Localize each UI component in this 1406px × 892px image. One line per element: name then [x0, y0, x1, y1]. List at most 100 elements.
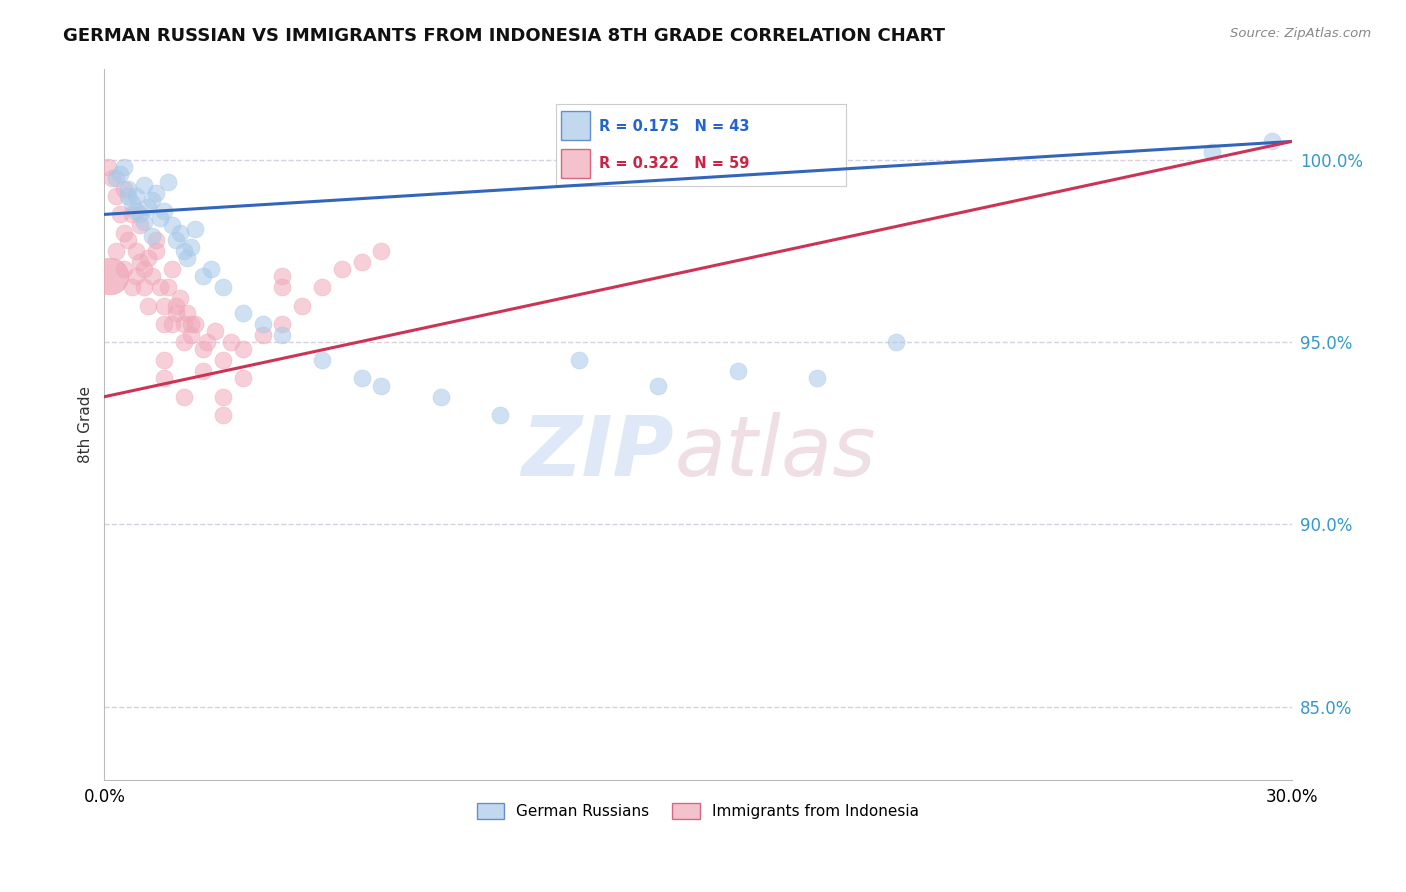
Point — [117, 233, 139, 247]
Point — [311, 280, 333, 294]
Point — [129, 254, 152, 268]
Point — [105, 244, 128, 258]
Point — [108, 167, 131, 181]
Point — [121, 196, 143, 211]
Point — [160, 262, 183, 277]
Point — [184, 222, 207, 236]
Point — [193, 269, 215, 284]
Point — [173, 334, 195, 349]
Point — [271, 269, 294, 284]
Point — [141, 193, 163, 207]
Point — [219, 334, 242, 349]
Point — [165, 306, 187, 320]
Point — [180, 317, 202, 331]
Point — [212, 390, 235, 404]
Point — [180, 240, 202, 254]
Point — [1201, 145, 1223, 160]
Point — [165, 299, 187, 313]
Text: GERMAN RUSSIAN VS IMMIGRANTS FROM INDONESIA 8TH GRADE CORRELATION CHART: GERMAN RUSSIAN VS IMMIGRANTS FROM INDONE… — [63, 27, 945, 45]
Text: Source: ZipAtlas.com: Source: ZipAtlas.com — [1230, 27, 1371, 40]
Point — [252, 327, 274, 342]
Point — [129, 207, 152, 221]
Point — [136, 200, 159, 214]
Point — [232, 343, 254, 357]
Point — [193, 343, 215, 357]
Point — [152, 203, 174, 218]
Point — [112, 226, 135, 240]
Point — [212, 353, 235, 368]
Point — [156, 175, 179, 189]
Point — [117, 182, 139, 196]
Point — [173, 244, 195, 258]
Legend: German Russians, Immigrants from Indonesia: German Russians, Immigrants from Indones… — [471, 797, 925, 825]
Point — [97, 160, 120, 174]
Point — [136, 299, 159, 313]
Point — [165, 233, 187, 247]
Point — [145, 233, 167, 247]
Point — [160, 219, 183, 233]
Point — [98, 269, 121, 284]
Point — [156, 280, 179, 294]
Point — [149, 280, 172, 294]
Point — [149, 211, 172, 225]
Point — [252, 317, 274, 331]
Point — [145, 186, 167, 200]
Point — [370, 244, 392, 258]
Point — [132, 262, 155, 277]
Point — [152, 353, 174, 368]
Point — [108, 207, 131, 221]
Point — [173, 317, 195, 331]
Point — [271, 317, 294, 331]
Point — [125, 189, 148, 203]
Y-axis label: 8th Grade: 8th Grade — [79, 385, 93, 463]
Point — [101, 170, 124, 185]
Point — [1261, 135, 1284, 149]
Point — [271, 327, 294, 342]
Point — [152, 371, 174, 385]
Point — [212, 408, 235, 422]
Point — [132, 215, 155, 229]
Point — [141, 269, 163, 284]
Point — [160, 317, 183, 331]
Point — [180, 327, 202, 342]
Point — [152, 317, 174, 331]
Point — [489, 408, 512, 422]
Point — [129, 219, 152, 233]
Point — [112, 160, 135, 174]
Point — [136, 251, 159, 265]
Point — [727, 364, 749, 378]
Point — [176, 251, 198, 265]
Point — [271, 280, 294, 294]
Point — [112, 262, 135, 277]
Point — [132, 178, 155, 193]
Text: atlas: atlas — [675, 412, 876, 493]
Point — [232, 371, 254, 385]
Point — [370, 378, 392, 392]
Point — [806, 371, 828, 385]
Point — [212, 280, 235, 294]
Point — [145, 244, 167, 258]
Point — [132, 280, 155, 294]
Point — [330, 262, 353, 277]
Point — [311, 353, 333, 368]
Point — [568, 353, 591, 368]
Point — [125, 203, 148, 218]
Point — [647, 378, 669, 392]
Point — [105, 170, 128, 185]
Point — [173, 390, 195, 404]
Point — [169, 226, 191, 240]
Point — [125, 269, 148, 284]
Text: ZIP: ZIP — [522, 412, 675, 493]
Point — [884, 334, 907, 349]
Point — [350, 254, 373, 268]
Point — [195, 334, 218, 349]
Point — [429, 390, 451, 404]
Point — [117, 189, 139, 203]
Point — [105, 189, 128, 203]
Point — [291, 299, 314, 313]
Point — [193, 364, 215, 378]
Point — [204, 324, 226, 338]
Point — [125, 244, 148, 258]
Point — [152, 299, 174, 313]
Point — [350, 371, 373, 385]
